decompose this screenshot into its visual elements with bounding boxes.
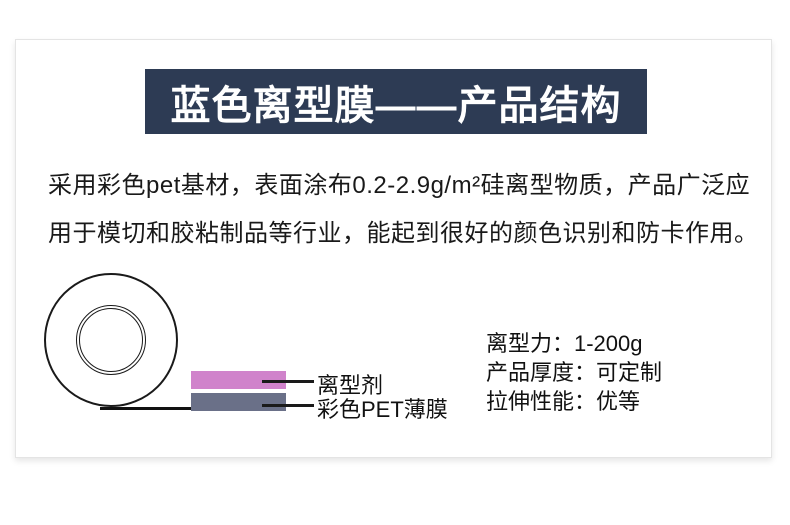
release-agent-label: 离型剂 — [317, 373, 384, 398]
content-card: 蓝色离型膜——产品结构 采用彩色pet基材，表面涂布0.2-2.9g/m²硅离型… — [15, 39, 772, 458]
product-description: 采用彩色pet基材，表面涂布0.2-2.9g/m²硅离型物质，产品广泛应 用于模… — [48, 162, 764, 258]
spec-list: 离型力：1-200g 产品厚度：可定制 拉伸性能：优等 — [486, 329, 662, 416]
spec-thickness: 产品厚度：可定制 — [486, 360, 663, 385]
description-line: 用于模切和胶粘制品等行业，能起到很好的颜色识别和防卡作用。 — [48, 220, 759, 247]
description-line: 采用彩色pet基材，表面涂布0.2-2.9g/m²硅离型物质，产品广泛应 — [48, 172, 751, 199]
spec-tensile: 拉伸性能：优等 — [486, 389, 641, 414]
title-banner: 蓝色离型膜——产品结构 — [145, 69, 647, 134]
leader-line-release-agent — [262, 380, 314, 383]
pet-film-layer-swatch — [191, 393, 286, 411]
release-agent-layer-swatch — [191, 371, 286, 389]
film-roll-core-inner — [79, 308, 143, 372]
page-title: 蓝色离型膜——产品结构 — [170, 83, 622, 128]
spec-release-force: 离型力：1-200g — [486, 331, 643, 356]
pet-film-label: 彩色PET薄膜 — [317, 397, 448, 422]
leader-line-pet-film — [262, 404, 314, 407]
structure-diagram: 离型剂 彩色PET薄膜 — [16, 40, 773, 459]
unrolled-film-line — [100, 407, 192, 410]
